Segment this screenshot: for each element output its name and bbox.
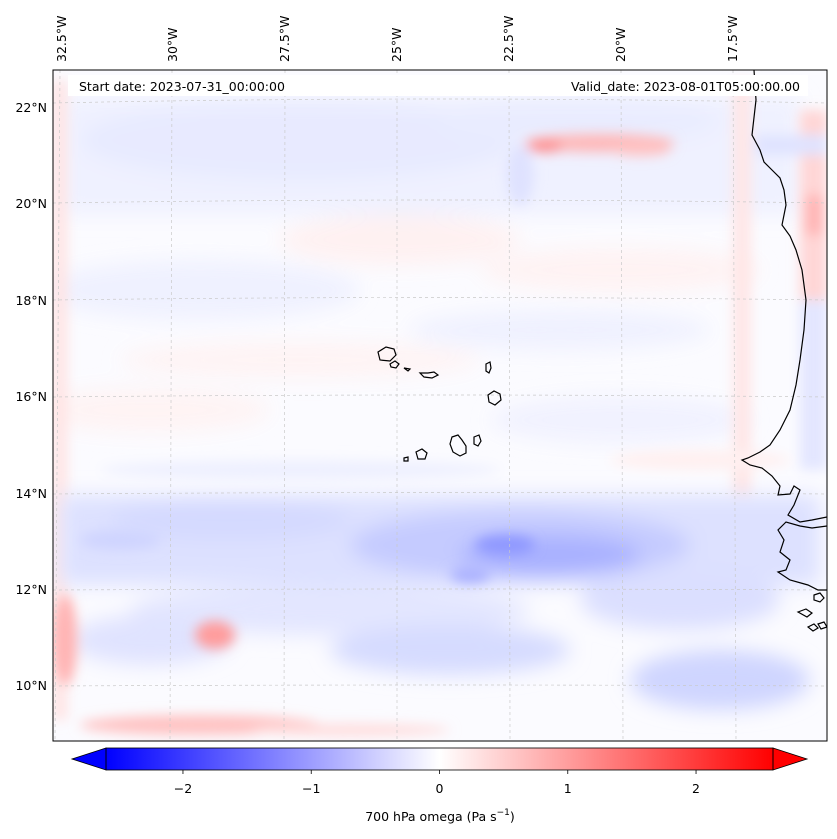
- colorbar-tick-label: −2: [174, 781, 192, 796]
- island-sal: [485, 361, 492, 374]
- start-date-label: Start date: 2023-07-31_00:00:00: [79, 79, 285, 94]
- lon-label-32-5w: 32.5°W: [54, 16, 69, 62]
- coastlines: [377, 70, 827, 632]
- island-santiago: [449, 434, 467, 457]
- colorbar-tick-label: 2: [692, 781, 700, 796]
- colorbar-min-extend: [70, 747, 107, 771]
- colorbar-tick-label: 1: [564, 781, 572, 796]
- lat-label-12n: 12°N: [15, 582, 47, 597]
- island-fogo: [415, 448, 428, 460]
- bijagos-islands: [796, 592, 827, 632]
- lon-label-30w: 30°W: [165, 27, 180, 62]
- lat-label-20n: 20°N: [15, 196, 47, 211]
- colorbar-label-close: ): [510, 809, 515, 824]
- header-band: [68, 75, 808, 96]
- africa-coastline: [740, 70, 827, 523]
- island-santa-luzia: [403, 367, 412, 372]
- lon-label-22-5w: 22.5°W: [501, 16, 516, 62]
- colorbar-tick-label: −1: [302, 781, 320, 796]
- lat-label-14n: 14°N: [15, 486, 47, 501]
- colorbar-tick-label: 0: [436, 781, 444, 796]
- valid-date-label: Valid_date: 2023-08-01T05:00:00.00: [571, 79, 800, 94]
- colorbar-label-exponent: −1: [497, 808, 510, 818]
- lon-label-20w: 20°W: [613, 27, 628, 62]
- island-maio: [473, 434, 482, 447]
- island-boa-vista: [487, 390, 502, 406]
- colorbar-label: 700 hPa omega (Pa s−1): [365, 808, 515, 824]
- lat-label-22n: 22°N: [15, 100, 47, 115]
- lon-label-17-5w: 17.5°W: [725, 16, 740, 62]
- graticule: [53, 70, 827, 741]
- island-santo-antao: [377, 346, 397, 362]
- lat-label-16n: 16°N: [15, 389, 47, 404]
- island-sao-vicente: [389, 360, 400, 369]
- lat-label-10n: 10°N: [15, 678, 47, 693]
- lat-label-18n: 18°N: [15, 293, 47, 308]
- lon-label-25w: 25°W: [389, 27, 404, 62]
- colorbar: −2 −1 0 1 2 700 hPa omega (Pa s−1): [70, 747, 809, 824]
- omega-field: [53, 80, 827, 736]
- island-brava: [403, 456, 409, 462]
- map-frame: [52, 69, 828, 742]
- colorbar-ticks: −2 −1 0 1 2: [174, 770, 700, 796]
- colorbar-label-main: 700 hPa omega (Pa s: [365, 809, 496, 824]
- island-sao-nicolau: [418, 371, 440, 379]
- colorbar-max-extend: [772, 747, 809, 771]
- lon-label-27-5w: 27.5°W: [277, 16, 292, 62]
- colorbar-body: [106, 748, 773, 770]
- guinea-bissau-coastline: [776, 521, 827, 591]
